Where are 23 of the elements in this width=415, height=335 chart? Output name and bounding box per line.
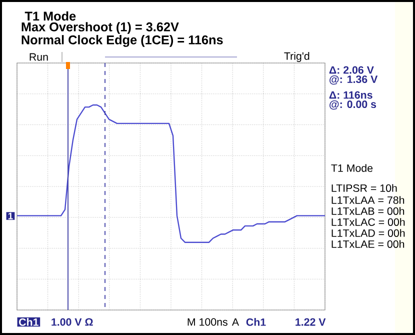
text: @: 1.36 V bbox=[330, 75, 378, 85]
text: 1.22 V bbox=[296, 318, 326, 326]
text: Ch1 bbox=[19, 318, 38, 326]
text: M 100ns bbox=[188, 318, 228, 326]
text: L1TxLAE = 00h bbox=[332, 240, 404, 248]
chart-title: T1 Mode bbox=[24, 11, 76, 21]
text: L1TxLAA = 78h bbox=[332, 196, 404, 204]
text: Max Overshoot (1) = 3.62V bbox=[22, 22, 179, 34]
text: L1TxLAC = 00h bbox=[332, 218, 405, 226]
text: A bbox=[232, 318, 240, 326]
text: Run bbox=[30, 53, 48, 61]
text: T1 Mode bbox=[331, 164, 373, 172]
text: 1 bbox=[8, 212, 13, 220]
text: Trig'd bbox=[284, 52, 310, 62]
text: Ch1 bbox=[246, 318, 266, 326]
text: L1TxLAB = 00h bbox=[332, 207, 404, 215]
text: Normal Clock Edge (1CE) = 116ns bbox=[22, 35, 223, 47]
text: Δ: 2.06 V bbox=[329, 66, 374, 74]
text: Δ: 116ns bbox=[329, 91, 372, 99]
text: L1TxLAD = 00h bbox=[332, 229, 405, 237]
text: 1.00 V Ω bbox=[52, 318, 93, 326]
text: LTIPSR = 10h bbox=[332, 184, 397, 192]
text: @: 0.00 s bbox=[330, 100, 376, 110]
